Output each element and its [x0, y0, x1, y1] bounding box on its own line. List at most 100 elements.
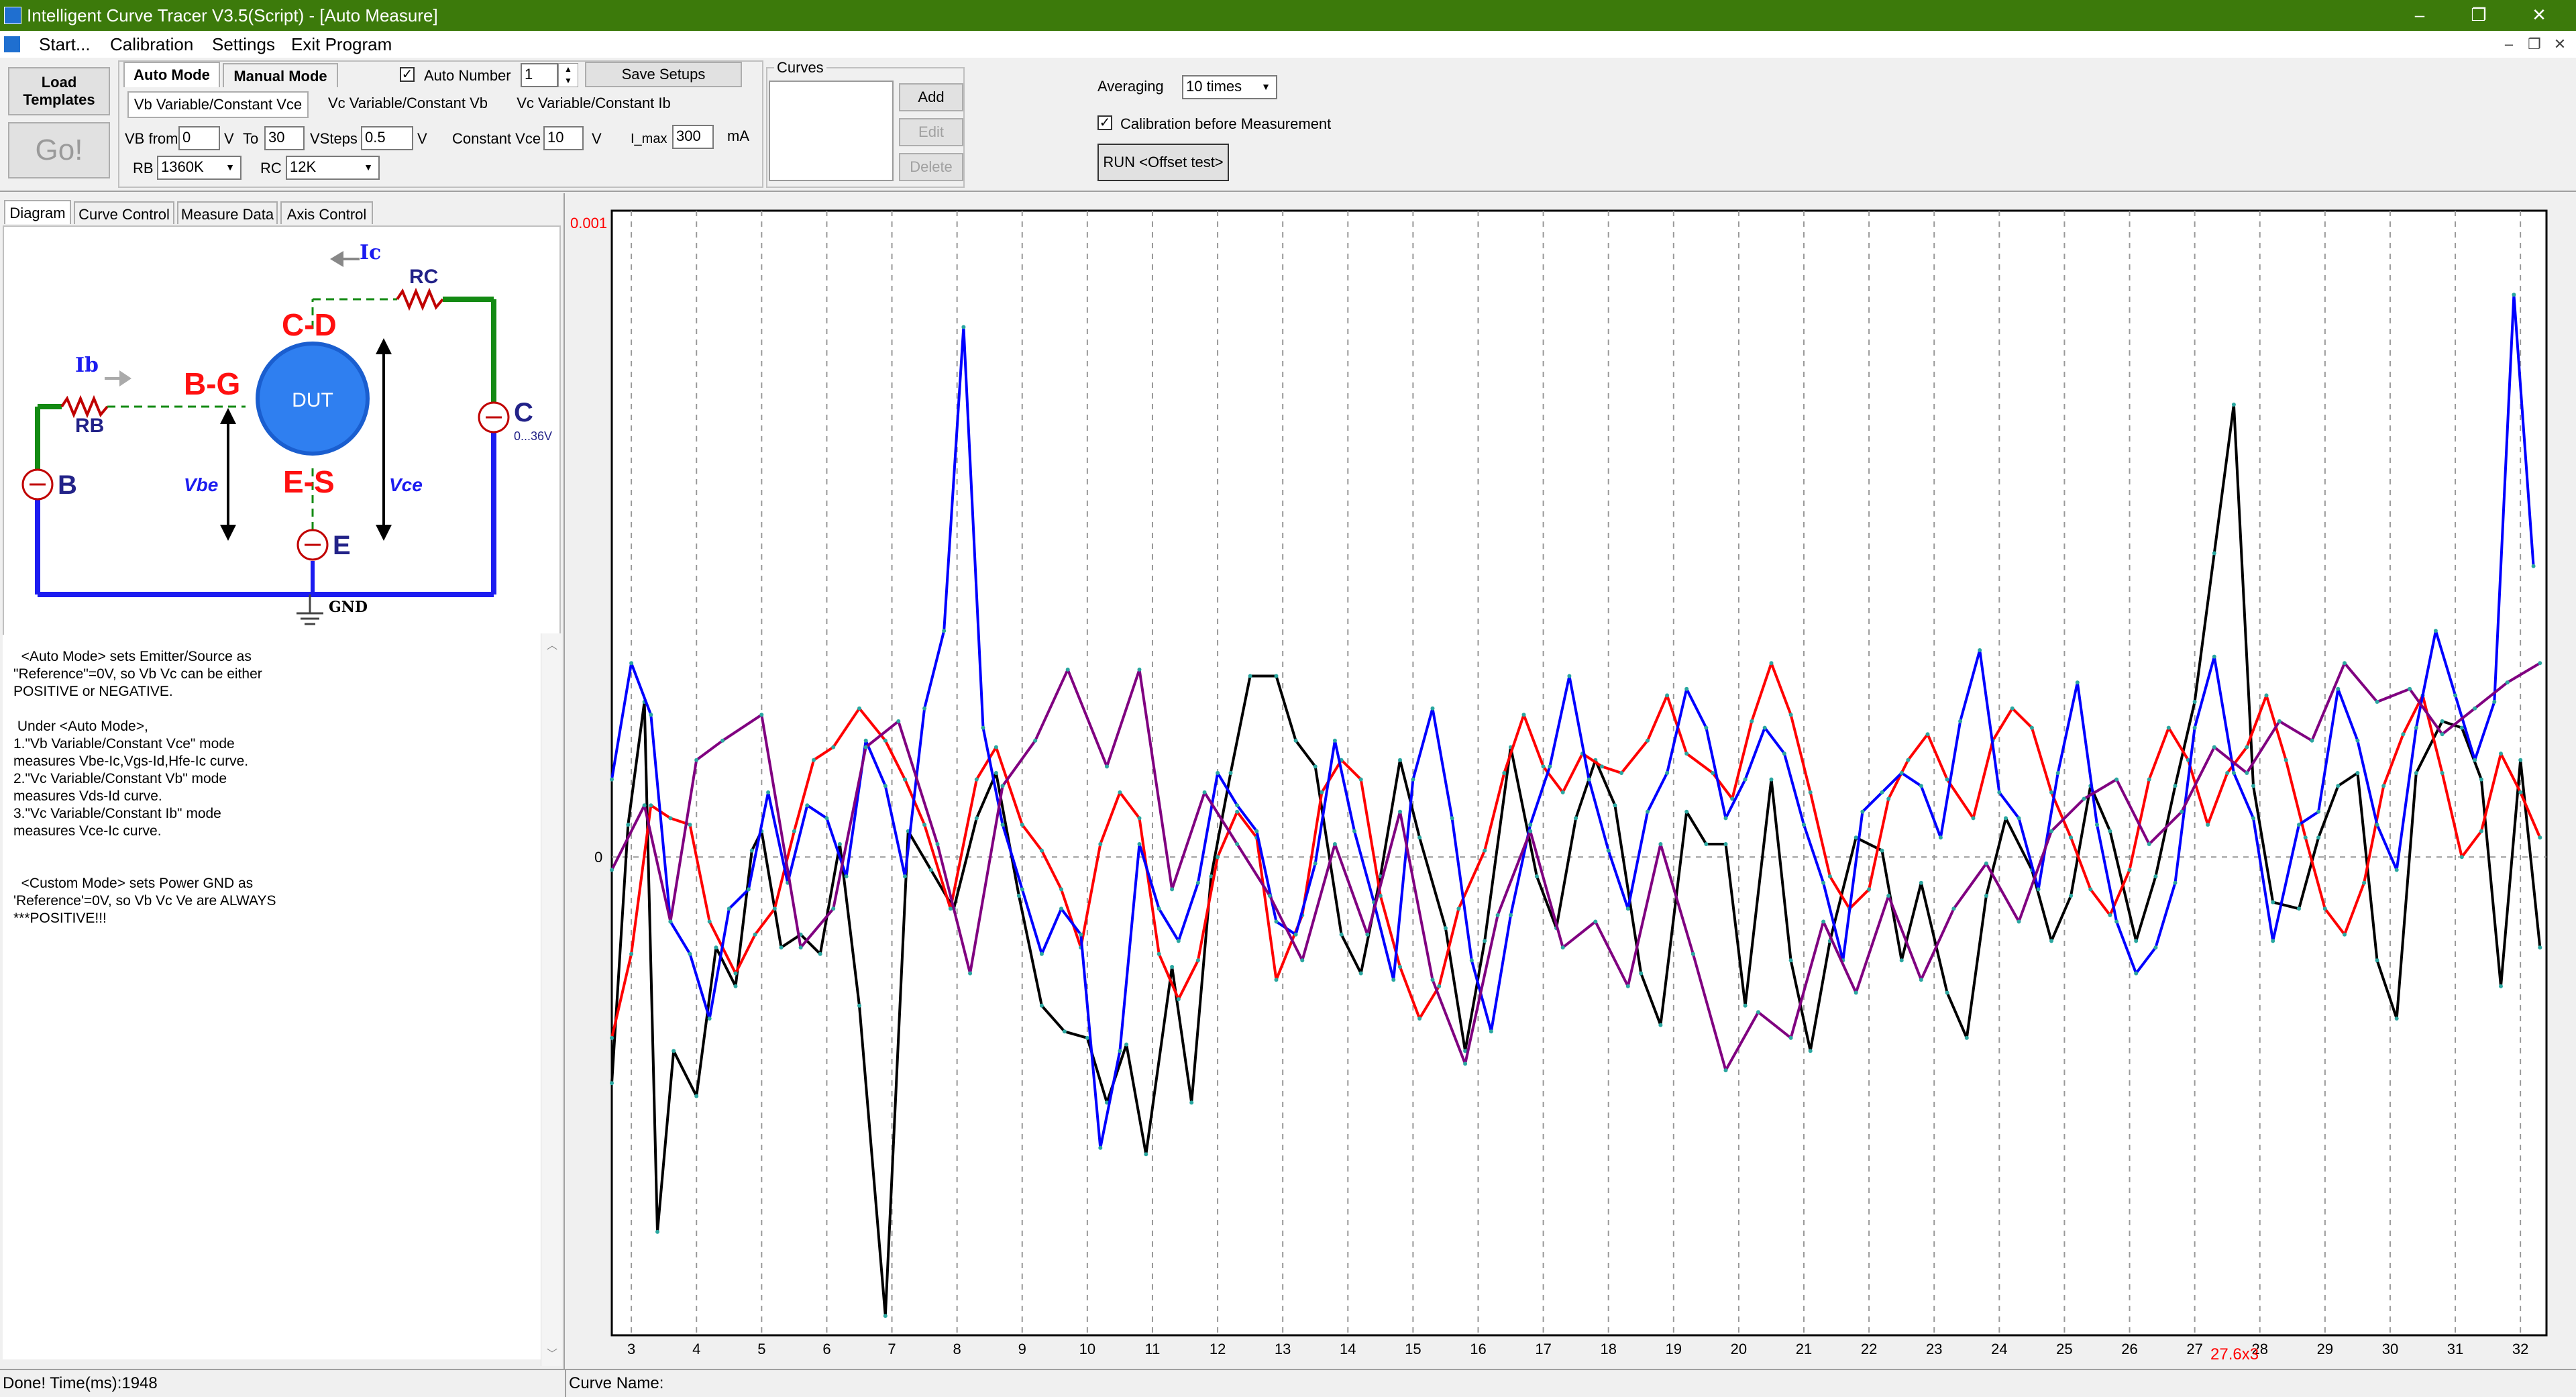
load-templates-button[interactable]: Load Templates: [8, 67, 110, 115]
averaging-select[interactable]: 10 times ▼: [1182, 75, 1277, 99]
data-point: [2375, 958, 2379, 963]
tab-vc-variable-vb[interactable]: Vc Variable/Constant Vb: [315, 91, 500, 118]
data-point: [857, 706, 861, 711]
data-point: [1750, 719, 1754, 723]
menu-calibration[interactable]: Calibration: [110, 34, 194, 54]
data-point: [766, 790, 771, 794]
data-point: [1723, 1068, 1728, 1073]
data-point: [818, 951, 822, 956]
data-point: [1483, 848, 1487, 853]
data-point: [1509, 913, 1513, 917]
x-tick-label: 11: [1145, 1341, 1161, 1357]
data-point: [883, 1314, 888, 1318]
menu-exit-program[interactable]: Exit Program: [291, 34, 392, 54]
menu-settings[interactable]: Settings: [212, 34, 275, 54]
series-line-3: [610, 662, 2541, 1072]
mdi-close-button[interactable]: ✕: [2553, 36, 2567, 52]
data-point: [1456, 907, 1461, 911]
data-point: [2192, 725, 2197, 730]
scroll-down-icon[interactable]: ﹀: [547, 1349, 558, 1360]
data-point: [837, 842, 842, 846]
tab-axis-control[interactable]: Axis Control: [280, 201, 373, 224]
rb-select[interactable]: 1360K ▼: [157, 156, 241, 180]
maximize-button[interactable]: ❐: [2471, 5, 2487, 25]
data-point: [1039, 848, 1044, 853]
run-offset-test-button[interactable]: RUN <Offset test>: [1097, 144, 1229, 181]
tab-vb-variable[interactable]: Vb Variable/Constant Vce: [127, 91, 309, 118]
to-input[interactable]: 30: [264, 126, 305, 150]
add-curve-button[interactable]: Add: [899, 83, 963, 111]
data-point: [1788, 713, 1793, 717]
data-point: [2225, 771, 2230, 775]
data-point: [2375, 700, 2379, 704]
vce-arrow-head-up: [376, 338, 392, 354]
plot-area: 3 4 5 6 7 8 9 10 11 12 13 14 15 16 17 18 19 20 21 22 23 24 25 2…: [566, 193, 2576, 1369]
minimize-button[interactable]: –: [2414, 5, 2425, 25]
data-point: [1808, 1049, 1813, 1053]
tab-auto-mode[interactable]: Auto Mode: [123, 62, 220, 87]
vb-from-label: VB from: [125, 130, 178, 147]
data-point: [2231, 771, 2236, 775]
auto-number-input[interactable]: 1: [521, 63, 558, 87]
curve-chart[interactable]: 3 4 5 6 7 8 9 10 11 12 13 14 15 16 17 18 19 20 21 22 23 24 25 2…: [566, 193, 2576, 1369]
tab-manual-mode[interactable]: Manual Mode: [223, 63, 338, 87]
data-point: [2147, 842, 2151, 846]
x-tick-label: 16: [1470, 1341, 1486, 1357]
vsteps-input[interactable]: 0.5: [361, 126, 413, 150]
series-line-0: [610, 403, 2542, 1318]
x-tick-label: 13: [1275, 1341, 1291, 1357]
calibration-checkbox[interactable]: ✓: [1097, 115, 1112, 130]
tab-curve-control[interactable]: Curve Control: [74, 201, 174, 224]
data-point: [1118, 1049, 1122, 1053]
data-point: [1704, 725, 1709, 730]
data-point: [1625, 984, 1630, 988]
chevron-down-icon: ▼: [1261, 81, 1271, 92]
data-point: [772, 907, 777, 911]
vb-from-input[interactable]: 0: [178, 126, 220, 150]
status-divider: [565, 1370, 566, 1397]
data-point: [2264, 693, 2269, 698]
data-point: [1105, 1100, 1109, 1105]
data-point: [1743, 1003, 1748, 1008]
data-point: [1593, 919, 1598, 924]
data-point: [942, 629, 947, 633]
rc-select[interactable]: 12K ▼: [286, 156, 380, 180]
scroll-up-icon[interactable]: ︿: [547, 640, 558, 652]
data-point: [1854, 835, 1858, 840]
tab-vc-variable-ib[interactable]: Vc Variable/Constant Ib: [504, 91, 683, 118]
auto-number-checkbox[interactable]: ✓: [400, 67, 415, 82]
tab-diagram[interactable]: Diagram: [4, 200, 71, 224]
mdi-minimize-button[interactable]: –: [2504, 36, 2514, 52]
menu-start[interactable]: Start...: [39, 34, 91, 54]
save-setups-button[interactable]: Save Setups: [585, 62, 742, 87]
imax-input[interactable]: 300: [672, 125, 714, 149]
data-point: [831, 745, 836, 749]
dut-circle: [256, 342, 370, 456]
curves-list[interactable]: [769, 81, 894, 181]
label-c-range: 0...36V: [514, 429, 552, 443]
description-scrollbar[interactable]: ︿ ﹀: [541, 633, 562, 1366]
data-point: [1463, 1062, 1468, 1066]
data-point: [994, 771, 998, 775]
mdi-restore-button[interactable]: ❐: [2528, 36, 2541, 52]
constant-vce-input[interactable]: 10: [543, 126, 584, 150]
curves-label: Curves: [774, 59, 826, 76]
curves-group: [766, 67, 965, 188]
data-point: [1489, 1029, 1493, 1034]
label-vbe: Vbe: [184, 474, 218, 495]
auto-number-spinner[interactable]: ▲ ▼: [558, 63, 578, 87]
data-point: [994, 745, 998, 749]
close-button[interactable]: ✕: [2532, 5, 2546, 25]
constant-vce-unit: V: [592, 130, 602, 147]
go-button[interactable]: Go!: [8, 122, 110, 178]
x-tick-label: 19: [1666, 1341, 1682, 1357]
data-point: [1098, 842, 1103, 846]
edit-curve-button[interactable]: Edit: [899, 118, 963, 146]
data-point: [2459, 725, 2464, 730]
tab-measure-data[interactable]: Measure Data: [177, 201, 278, 224]
delete-curve-button[interactable]: Delete: [899, 153, 963, 181]
data-point: [2362, 880, 2367, 885]
data-point: [1059, 887, 1063, 892]
data-point: [1658, 1023, 1663, 1027]
averaging-select-value: 10 times: [1186, 78, 1242, 95]
